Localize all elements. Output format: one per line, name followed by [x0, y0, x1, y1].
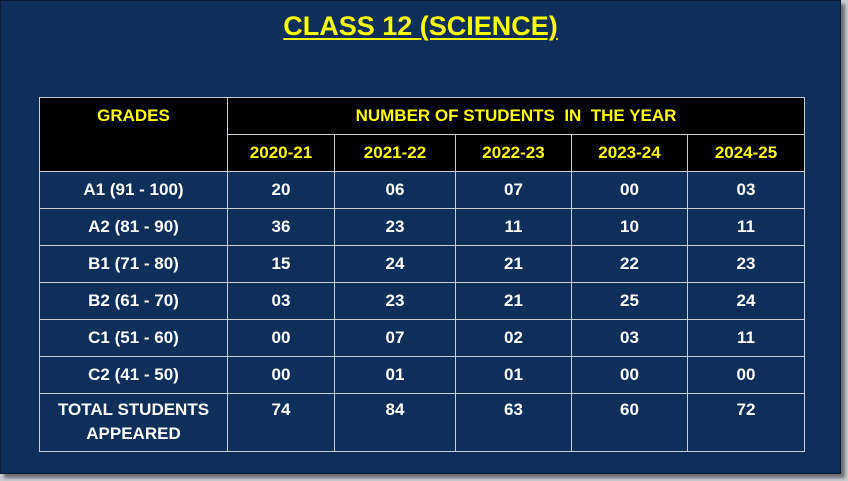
- total-label-cell: TOTAL STUDENTS APPEARED: [39, 393, 228, 452]
- total-value-cell: 74: [227, 393, 335, 452]
- table-header-row: GRADES NUMBER OF STUDENTS IN THE YEAR: [39, 97, 806, 172]
- grades-table: GRADES NUMBER OF STUDENTS IN THE YEAR 20…: [39, 97, 806, 452]
- value-cell: 15: [227, 245, 335, 283]
- value-cell: 11: [686, 319, 806, 357]
- value-cell: 23: [334, 208, 456, 246]
- value-cell: 01: [334, 356, 456, 394]
- year-header: 2024-25: [686, 134, 806, 172]
- value-cell: 07: [334, 319, 456, 357]
- value-cell: 00: [686, 356, 806, 394]
- value-cell: 23: [334, 282, 456, 320]
- group-header: NUMBER OF STUDENTS IN THE YEAR: [226, 97, 806, 135]
- value-cell: 22: [571, 245, 688, 283]
- value-cell: 21: [455, 245, 572, 283]
- table-row: B2 (61 - 70) 03 23 21 25 24: [39, 282, 806, 320]
- page-title: CLASS 12 (SCIENCE): [283, 11, 558, 41]
- value-cell: 01: [455, 356, 572, 394]
- total-label-line1: TOTAL STUDENTS: [57, 400, 210, 419]
- year-header: 2020-21: [227, 134, 335, 172]
- value-cell: 06: [334, 171, 456, 209]
- year-header: 2021-22: [334, 134, 456, 172]
- grade-cell: A2 (81 - 90): [39, 208, 228, 246]
- total-value-cell: 63: [455, 393, 572, 452]
- total-value-cell: 84: [334, 393, 456, 452]
- value-cell: 00: [227, 356, 335, 394]
- year-header-row: 2020-21 2021-22 2022-23 2023-24 2024-25: [40, 134, 806, 172]
- grade-cell: C1 (51 - 60): [39, 319, 228, 357]
- value-cell: 03: [686, 171, 806, 209]
- value-cell: 03: [571, 319, 688, 357]
- value-cell: 25: [571, 282, 688, 320]
- value-cell: 07: [455, 171, 572, 209]
- table-row: C1 (51 - 60) 00 07 02 03 11: [39, 319, 806, 357]
- value-cell: 36: [227, 208, 335, 246]
- grades-header: GRADES: [39, 97, 228, 172]
- value-cell: 24: [334, 245, 456, 283]
- total-value-cell: 60: [571, 393, 688, 452]
- total-row: TOTAL STUDENTS APPEARED 74 84 63 60 72: [39, 393, 806, 452]
- value-cell: 21: [455, 282, 572, 320]
- table-row: C2 (41 - 50) 00 01 01 00 00: [39, 356, 806, 394]
- table-row: A1 (91 - 100) 20 06 07 00 03: [39, 171, 806, 209]
- value-cell: 00: [227, 319, 335, 357]
- year-header: 2022-23: [455, 134, 572, 172]
- value-cell: 23: [686, 245, 806, 283]
- table-row: B1 (71 - 80) 15 24 21 22 23: [39, 245, 806, 283]
- total-value-cell: 72: [686, 393, 806, 452]
- value-cell: 20: [227, 171, 335, 209]
- grade-cell: C2 (41 - 50): [39, 356, 228, 394]
- year-header: 2023-24: [571, 134, 688, 172]
- value-cell: 10: [571, 208, 688, 246]
- table-row: A2 (81 - 90) 36 23 11 10 11: [39, 208, 806, 246]
- value-cell: 03: [227, 282, 335, 320]
- value-cell: 02: [455, 319, 572, 357]
- grade-cell: B1 (71 - 80): [39, 245, 228, 283]
- grade-cell: A1 (91 - 100): [39, 171, 228, 209]
- value-cell: 11: [686, 208, 806, 246]
- value-cell: 11: [455, 208, 572, 246]
- grade-cell: B2 (61 - 70): [39, 282, 228, 320]
- slide: CLASS 12 (SCIENCE) GRADES NUMBER OF STUD…: [0, 0, 841, 474]
- value-cell: 00: [571, 356, 688, 394]
- value-cell: 00: [571, 171, 688, 209]
- total-label-line2: APPEARED: [86, 424, 181, 443]
- value-cell: 24: [686, 282, 806, 320]
